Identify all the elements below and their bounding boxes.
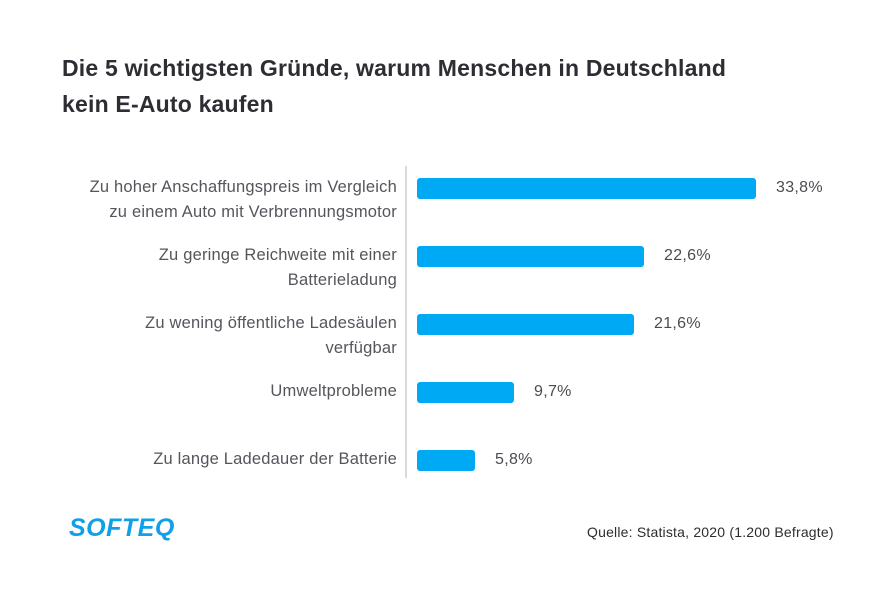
value-label: 9,7% bbox=[534, 383, 572, 400]
bar bbox=[417, 313, 634, 335]
category-label: Zu wening öffentliche Ladesäulen verfügb… bbox=[145, 314, 397, 357]
chart-title: Die 5 wichtigsten Gründe, warum Menschen… bbox=[62, 50, 822, 122]
bar bbox=[417, 177, 756, 199]
value-label: 21,6% bbox=[654, 315, 701, 332]
category-label: Zu lange Ladedauer der Batterie bbox=[153, 450, 397, 468]
chart-row: Zu geringe Reichweite mit einer Batterie… bbox=[0, 222, 880, 290]
source-note: Quelle: Statista, 2020 (1.200 Befragte) bbox=[587, 524, 834, 540]
chart-row: Zu wening öffentliche Ladesäulen verfügb… bbox=[0, 290, 880, 358]
value-label: 22,6% bbox=[664, 247, 711, 264]
chart-title-line-1: Die 5 wichtigsten Gründe, warum Menschen… bbox=[62, 55, 727, 81]
bar bbox=[417, 449, 475, 471]
category-label: Zu hoher Anschaffungspreis im Vergleich … bbox=[89, 178, 397, 221]
chart-row: Zu lange Ladedauer der Batterie 5,8% bbox=[0, 426, 880, 494]
category-label: Zu geringe Reichweite mit einer Batterie… bbox=[158, 246, 397, 289]
softeq-logo: SOFTEQ bbox=[69, 514, 175, 542]
chart-title-line-2: kein E-Auto kaufen bbox=[62, 91, 274, 117]
bar bbox=[417, 245, 644, 267]
chart-row: Umweltprobleme 9,7% bbox=[0, 358, 880, 426]
chart-row: Zu hoher Anschaffungspreis im Vergleich … bbox=[0, 154, 880, 222]
axis-baseline bbox=[405, 166, 407, 478]
value-label: 33,8% bbox=[776, 179, 823, 196]
bar bbox=[417, 381, 514, 403]
category-label: Umweltprobleme bbox=[270, 382, 397, 400]
value-label: 5,8% bbox=[495, 451, 533, 468]
